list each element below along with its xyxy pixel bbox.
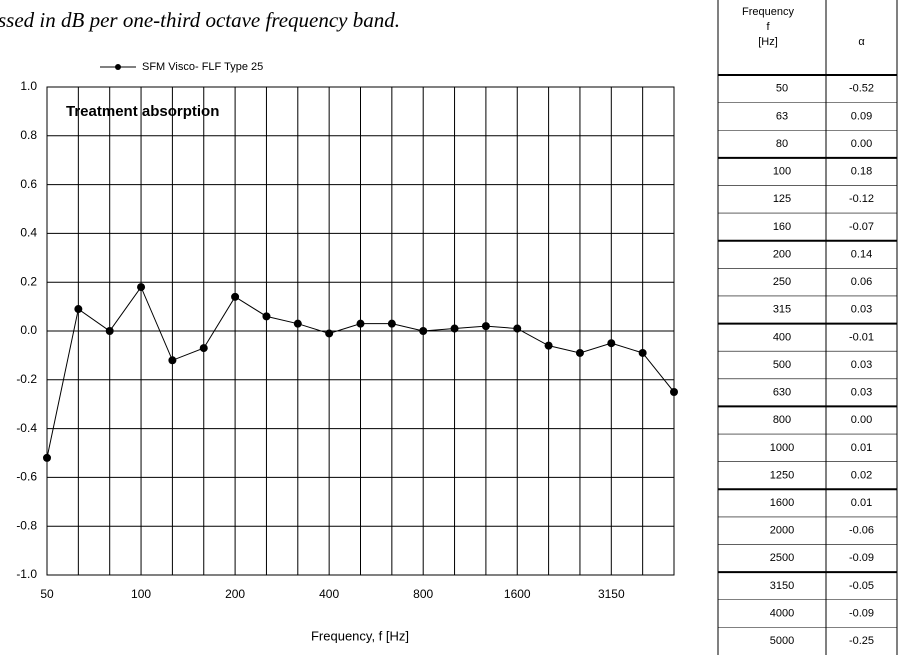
table-cell: 0.01 bbox=[851, 497, 872, 509]
x-tick-label: 50 bbox=[40, 587, 54, 601]
point bbox=[387, 319, 396, 328]
table-cell: 3150 bbox=[770, 580, 794, 592]
y-tick-label: -1.0 bbox=[16, 567, 37, 581]
table-cell: 0.00 bbox=[851, 414, 872, 426]
table-cell: 200 bbox=[773, 248, 791, 260]
y-tick-label: 1.0 bbox=[20, 79, 37, 93]
table-cell: -0.09 bbox=[849, 607, 874, 619]
table-cell: -0.09 bbox=[849, 552, 874, 564]
table-cell: -0.07 bbox=[849, 221, 874, 233]
table-cell: 400 bbox=[773, 331, 791, 343]
point bbox=[670, 388, 678, 396]
caption: ssed in dB per one-third octave frequenc… bbox=[0, 8, 400, 32]
table-cell: -0.52 bbox=[849, 83, 874, 95]
table-cell: 1000 bbox=[770, 442, 794, 454]
table-cell: 1250 bbox=[770, 469, 794, 481]
point bbox=[544, 341, 553, 350]
point bbox=[262, 312, 271, 321]
point bbox=[325, 329, 334, 338]
table-cell: -0.25 bbox=[849, 635, 874, 647]
point bbox=[137, 283, 146, 292]
table-cell: 4000 bbox=[770, 607, 794, 619]
table-cell: 5000 bbox=[770, 635, 794, 647]
table-cell: 0.03 bbox=[851, 387, 872, 399]
table-header: f bbox=[766, 21, 770, 33]
table-cell: 0.03 bbox=[851, 359, 872, 371]
table-cell: -0.01 bbox=[849, 331, 874, 343]
y-tick-label: 0.2 bbox=[20, 274, 37, 288]
legend-label: SFM Visco- FLF Type 25 bbox=[142, 61, 263, 73]
table-cell: 630 bbox=[773, 387, 791, 399]
table-cell: 2500 bbox=[770, 552, 794, 564]
table-cell: 1600 bbox=[770, 497, 794, 509]
x-tick-label: 800 bbox=[413, 587, 433, 601]
y-tick-label: -0.2 bbox=[16, 372, 37, 386]
table-cell: 500 bbox=[773, 359, 791, 371]
y-tick-label: -0.6 bbox=[16, 470, 37, 484]
plot-border bbox=[46, 86, 675, 576]
point bbox=[419, 327, 428, 335]
table-cell: 0.09 bbox=[851, 110, 872, 122]
table-cell: 0.00 bbox=[851, 138, 872, 150]
table-cell: 0.14 bbox=[851, 248, 872, 260]
y-tick-label: -0.8 bbox=[16, 518, 37, 532]
table-cell: 0.01 bbox=[851, 442, 872, 454]
table-cell: 63 bbox=[776, 110, 788, 122]
y-tick-label: 0.6 bbox=[20, 177, 37, 191]
table-cell: 250 bbox=[773, 276, 791, 288]
table-cell: 0.06 bbox=[851, 276, 872, 288]
x-tick-label: 100 bbox=[131, 587, 151, 601]
table-cell: -0.05 bbox=[849, 580, 874, 592]
x-tick-label: 400 bbox=[319, 587, 339, 601]
x-tick-label: 200 bbox=[225, 587, 245, 601]
point bbox=[231, 292, 240, 301]
point bbox=[168, 356, 177, 365]
table-cell: 800 bbox=[773, 414, 791, 426]
x-tick-label: 1600 bbox=[504, 587, 531, 601]
y-tick-label: 0.4 bbox=[20, 226, 37, 240]
y-tick-label: -0.4 bbox=[16, 421, 37, 435]
y-tick-label: 0.8 bbox=[20, 128, 37, 142]
table-cell: 160 bbox=[773, 221, 791, 233]
table-header: Frequency bbox=[742, 6, 794, 18]
point bbox=[575, 348, 584, 357]
x-tick-label: 3150 bbox=[598, 587, 625, 601]
point bbox=[105, 327, 114, 335]
table-cell: 2000 bbox=[770, 525, 794, 537]
annotation: Treatment absorption bbox=[66, 103, 219, 120]
table-cell: 0.03 bbox=[851, 304, 872, 316]
point bbox=[638, 348, 647, 357]
table-cell: 100 bbox=[773, 166, 791, 178]
x-axis-label: Frequency, f [Hz] bbox=[311, 628, 409, 643]
table-cell: -0.06 bbox=[849, 525, 874, 537]
y-tick-label: 0.0 bbox=[20, 323, 37, 337]
table-cell: 315 bbox=[773, 304, 791, 316]
table-cell: 0.18 bbox=[851, 166, 872, 178]
point bbox=[199, 344, 208, 353]
table-header: α bbox=[858, 36, 865, 48]
point bbox=[293, 319, 302, 328]
table-cell: -0.12 bbox=[849, 193, 874, 205]
table-cell: 80 bbox=[776, 138, 788, 150]
point bbox=[513, 324, 522, 333]
point bbox=[607, 339, 616, 348]
table-cell: 50 bbox=[776, 83, 788, 95]
point bbox=[43, 453, 51, 462]
point bbox=[74, 305, 83, 314]
table-cell: 0.02 bbox=[851, 469, 872, 481]
point bbox=[481, 322, 490, 331]
legend-marker bbox=[115, 64, 121, 70]
table-header: [Hz] bbox=[758, 36, 778, 48]
point bbox=[450, 324, 459, 333]
table-cell: 125 bbox=[773, 193, 791, 205]
point bbox=[356, 319, 365, 328]
